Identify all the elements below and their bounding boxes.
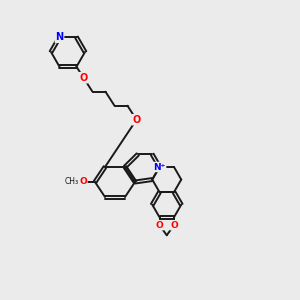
Text: O: O	[79, 178, 87, 187]
Text: O: O	[132, 115, 141, 125]
Text: O: O	[80, 73, 88, 83]
Text: O: O	[156, 221, 164, 230]
Text: N⁺: N⁺	[153, 163, 166, 172]
Text: CH₃: CH₃	[65, 178, 79, 187]
Text: O: O	[170, 221, 178, 230]
Text: N: N	[56, 32, 64, 42]
